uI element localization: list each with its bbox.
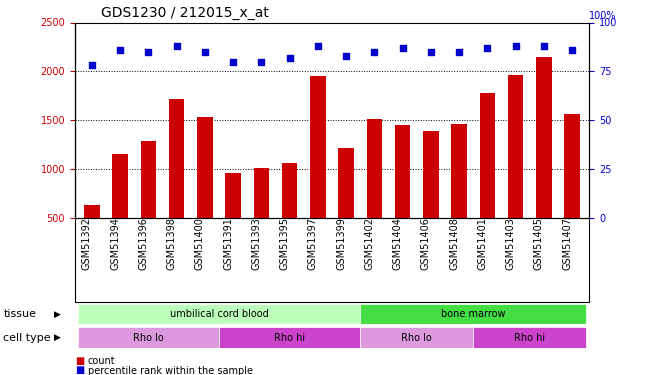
Text: Rho hi: Rho hi: [514, 333, 546, 343]
Bar: [473, 327, 587, 348]
Text: GSM51397: GSM51397: [308, 217, 318, 270]
Text: ▶: ▶: [54, 333, 61, 342]
Bar: [395, 125, 410, 266]
Text: GSM51392: GSM51392: [82, 217, 92, 270]
Text: GSM51401: GSM51401: [477, 217, 488, 270]
Bar: [225, 172, 241, 266]
Text: cell type: cell type: [3, 333, 51, 343]
Text: Rho lo: Rho lo: [133, 333, 163, 343]
Bar: [113, 154, 128, 266]
Point: [369, 49, 380, 55]
Text: GSM51399: GSM51399: [336, 217, 346, 270]
Text: GSM51391: GSM51391: [223, 217, 233, 270]
Text: count: count: [88, 356, 115, 366]
Bar: [254, 168, 269, 266]
Text: ■: ■: [75, 356, 84, 366]
Text: GSM51405: GSM51405: [534, 217, 544, 270]
Point: [171, 43, 182, 49]
Text: GSM51395: GSM51395: [280, 217, 290, 270]
Text: GSM51408: GSM51408: [449, 217, 459, 270]
Bar: [310, 76, 326, 266]
Point: [256, 58, 266, 64]
Bar: [77, 304, 360, 324]
Text: GDS1230 / 212015_x_at: GDS1230 / 212015_x_at: [101, 6, 268, 20]
Bar: [367, 119, 382, 266]
Text: Rho lo: Rho lo: [402, 333, 432, 343]
Text: Rho hi: Rho hi: [274, 333, 305, 343]
Bar: [564, 114, 580, 266]
Text: GSM51404: GSM51404: [393, 217, 403, 270]
Bar: [77, 327, 219, 348]
Point: [567, 47, 577, 53]
Point: [200, 49, 210, 55]
Point: [454, 49, 464, 55]
Text: percentile rank within the sample: percentile rank within the sample: [88, 366, 253, 375]
Point: [482, 45, 493, 51]
Text: bone marrow: bone marrow: [441, 309, 506, 319]
Text: 100%: 100%: [589, 10, 616, 21]
Text: umbilical cord blood: umbilical cord blood: [170, 309, 268, 319]
Text: GSM51407: GSM51407: [562, 217, 572, 270]
Bar: [451, 124, 467, 266]
Bar: [282, 163, 298, 266]
Text: tissue: tissue: [3, 309, 36, 319]
Bar: [219, 327, 360, 348]
Point: [312, 43, 323, 49]
Bar: [536, 57, 551, 266]
Text: GSM51402: GSM51402: [365, 217, 374, 270]
Bar: [141, 141, 156, 266]
Text: GSM51396: GSM51396: [138, 217, 148, 270]
Bar: [169, 99, 184, 266]
Text: ■: ■: [75, 366, 84, 375]
Point: [87, 62, 97, 68]
Point: [143, 49, 154, 55]
Point: [228, 58, 238, 64]
Bar: [360, 304, 587, 324]
Point: [115, 47, 125, 53]
Bar: [423, 131, 439, 266]
Point: [284, 55, 295, 61]
Bar: [197, 117, 213, 266]
Text: GSM51403: GSM51403: [506, 217, 516, 270]
Text: GSM51406: GSM51406: [421, 217, 431, 270]
Text: GSM51400: GSM51400: [195, 217, 205, 270]
Bar: [360, 327, 473, 348]
Text: GSM51398: GSM51398: [167, 217, 176, 270]
Point: [510, 43, 521, 49]
Point: [341, 53, 352, 58]
Point: [426, 49, 436, 55]
Text: GSM51394: GSM51394: [110, 217, 120, 270]
Point: [539, 43, 549, 49]
Bar: [339, 148, 354, 266]
Bar: [84, 205, 100, 266]
Bar: [508, 75, 523, 266]
Bar: [480, 93, 495, 266]
Text: ▶: ▶: [54, 310, 61, 319]
Text: GSM51393: GSM51393: [251, 217, 261, 270]
Point: [398, 45, 408, 51]
